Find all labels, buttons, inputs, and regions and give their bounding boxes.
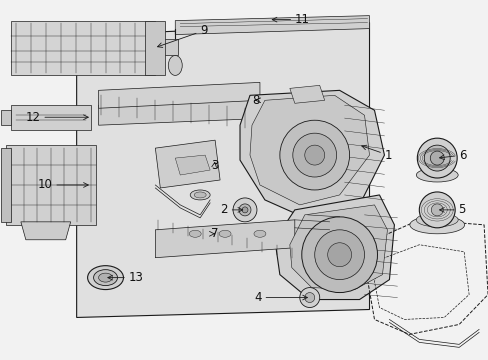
Circle shape — [233, 198, 256, 222]
Circle shape — [292, 133, 336, 177]
Ellipse shape — [189, 230, 201, 237]
Text: 1: 1 — [361, 145, 391, 162]
Text: 9: 9 — [157, 24, 207, 48]
Polygon shape — [289, 85, 324, 103]
Circle shape — [301, 217, 377, 293]
Polygon shape — [175, 15, 369, 35]
Polygon shape — [289, 205, 386, 289]
Ellipse shape — [219, 230, 230, 237]
Circle shape — [327, 243, 351, 267]
Text: 6: 6 — [439, 149, 466, 162]
Circle shape — [314, 230, 364, 280]
Polygon shape — [11, 21, 155, 75]
Text: 5: 5 — [439, 203, 465, 216]
Ellipse shape — [415, 168, 457, 182]
Circle shape — [419, 192, 454, 228]
Ellipse shape — [168, 55, 182, 75]
Text: 8: 8 — [252, 94, 260, 107]
Circle shape — [416, 138, 456, 178]
Circle shape — [429, 151, 443, 165]
Polygon shape — [1, 110, 11, 125]
Circle shape — [279, 120, 349, 190]
Ellipse shape — [99, 273, 112, 282]
Ellipse shape — [409, 216, 464, 234]
Polygon shape — [6, 145, 95, 225]
Circle shape — [424, 145, 449, 171]
Circle shape — [239, 204, 250, 216]
Polygon shape — [21, 222, 71, 240]
Ellipse shape — [190, 190, 210, 200]
Circle shape — [304, 293, 314, 302]
Text: 3: 3 — [210, 158, 218, 172]
Text: 7: 7 — [209, 227, 218, 240]
Polygon shape — [249, 95, 369, 205]
Text: 10: 10 — [38, 179, 88, 192]
Polygon shape — [11, 105, 90, 130]
Text: 2: 2 — [220, 203, 242, 216]
Circle shape — [430, 204, 442, 216]
Circle shape — [299, 288, 319, 307]
Polygon shape — [155, 39, 178, 55]
Ellipse shape — [194, 192, 206, 198]
Text: 11: 11 — [272, 13, 309, 26]
Circle shape — [304, 145, 324, 165]
Polygon shape — [155, 140, 220, 188]
Polygon shape — [99, 82, 260, 108]
Polygon shape — [175, 155, 210, 175]
Ellipse shape — [87, 266, 123, 289]
Text: 12: 12 — [26, 111, 88, 124]
Polygon shape — [274, 195, 394, 300]
Polygon shape — [1, 148, 11, 222]
Polygon shape — [77, 23, 369, 318]
Ellipse shape — [415, 213, 457, 227]
Polygon shape — [240, 90, 384, 220]
Text: 4: 4 — [254, 291, 307, 304]
Polygon shape — [99, 95, 339, 125]
Ellipse shape — [93, 270, 117, 285]
Polygon shape — [155, 220, 294, 258]
Ellipse shape — [253, 230, 265, 237]
Text: 13: 13 — [108, 271, 143, 284]
Circle shape — [242, 207, 247, 213]
Polygon shape — [145, 21, 165, 75]
